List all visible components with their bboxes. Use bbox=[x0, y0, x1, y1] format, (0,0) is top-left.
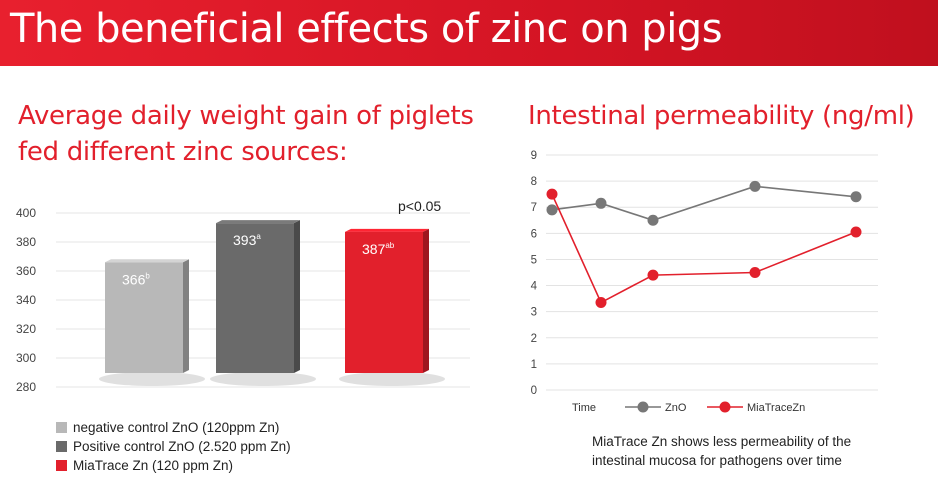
bar bbox=[216, 223, 294, 373]
bar-chart-legend: negative control ZnO (120ppm Zn) Positiv… bbox=[56, 418, 291, 475]
legend-label-miatrace: MiaTrace Zn (120 ppm Zn) bbox=[73, 458, 234, 473]
bar-y-tick-label: 340 bbox=[16, 293, 36, 307]
conclusion-note-line-1: MiaTrace Zn shows less permeability of t… bbox=[592, 434, 852, 449]
bar bbox=[345, 231, 423, 373]
bar-shadow bbox=[339, 372, 445, 386]
bar-data-label: 366b bbox=[122, 271, 150, 287]
legend-item-positive-control: Positive control ZnO (2.520 ppm Zn) bbox=[56, 437, 291, 456]
bar-data-label-superscript: a bbox=[256, 232, 261, 241]
zno-data-point bbox=[850, 191, 862, 203]
line-chart: 0 1 2 3 4 5 6 7 8 9 Time ZnO MiaTraceZn bbox=[531, 150, 878, 414]
line-x-axis-label: Time bbox=[572, 402, 596, 414]
bar-y-tick-label: 360 bbox=[16, 264, 36, 278]
line-y-tick-label: 7 bbox=[531, 202, 537, 214]
bar-data-label: 393a bbox=[233, 232, 261, 248]
bar-y-tick-label: 280 bbox=[16, 380, 36, 394]
bar bbox=[105, 262, 183, 373]
legend-label-zno: ZnO bbox=[665, 402, 687, 414]
legend-item-miatrace: MiaTrace Zn (120 ppm Zn) bbox=[56, 456, 291, 475]
bar-shadow bbox=[99, 372, 205, 386]
bar-shadow bbox=[210, 372, 316, 386]
zno-data-point bbox=[546, 204, 558, 216]
miatrace-data-point bbox=[546, 188, 558, 200]
line-y-tick-label: 6 bbox=[531, 228, 537, 240]
miatrace-series-line bbox=[551, 193, 857, 304]
legend-swatch-miatrace bbox=[56, 460, 67, 471]
bar-chart-title: Average daily weight gain of piglets fed… bbox=[18, 101, 474, 167]
legend-marker-zno bbox=[637, 401, 649, 413]
bar-y-tick-label: 380 bbox=[16, 235, 36, 249]
line-y-tick-label: 8 bbox=[531, 176, 537, 188]
bar-side bbox=[423, 228, 429, 373]
miatrace-data-point bbox=[749, 267, 761, 278]
zno-data-point bbox=[749, 180, 761, 192]
bar-y-tick-label: 300 bbox=[16, 351, 36, 365]
bar-top bbox=[216, 220, 300, 224]
miatrace-data-point bbox=[647, 269, 659, 281]
bar-y-tick-label: 320 bbox=[16, 322, 36, 336]
zno-data-point bbox=[595, 197, 607, 209]
miatrace-data-point bbox=[595, 297, 607, 309]
line-chart-title: Intestinal permeability (ng/ml) bbox=[528, 101, 915, 131]
legend-item-negative-control: negative control ZnO (120ppm Zn) bbox=[56, 418, 291, 437]
line-y-tick-label: 5 bbox=[531, 254, 537, 266]
miatrace-data-point bbox=[850, 226, 862, 238]
bar-side bbox=[294, 220, 300, 373]
conclusion-note: MiaTrace Zn shows less permeability of t… bbox=[592, 432, 892, 470]
line-y-tick-label: 4 bbox=[531, 281, 538, 293]
line-y-tick-label: 9 bbox=[531, 150, 537, 162]
legend-swatch-positive-control bbox=[56, 441, 67, 452]
line-y-tick-label: 1 bbox=[531, 359, 537, 371]
conclusion-note-line-2: intestinal mucosa for pathogens over tim… bbox=[592, 453, 842, 468]
legend-swatch-negative-control bbox=[56, 422, 67, 433]
legend-label-positive-control: Positive control ZnO (2.520 ppm Zn) bbox=[73, 439, 291, 454]
line-y-tick-label: 2 bbox=[531, 333, 537, 345]
bar-y-tick-label: 400 bbox=[16, 206, 36, 220]
bar-top bbox=[105, 259, 189, 263]
significance-annotation: p<0.05 bbox=[398, 198, 441, 214]
legend-marker-miatrace bbox=[719, 401, 731, 413]
line-y-tick-label: 3 bbox=[531, 307, 537, 319]
legend-label-negative-control: negative control ZnO (120ppm Zn) bbox=[73, 420, 280, 435]
bar-side bbox=[183, 259, 189, 373]
zno-data-point bbox=[647, 214, 659, 226]
legend-label-miatrace: MiaTraceZn bbox=[747, 402, 805, 414]
bar-top bbox=[345, 228, 429, 232]
line-y-tick-label: 0 bbox=[531, 385, 537, 397]
bar-data-label-superscript: ab bbox=[385, 241, 394, 250]
header-banner: The beneficial effects of zinc on pigs bbox=[0, 0, 938, 66]
bar-data-label-superscript: b bbox=[145, 271, 150, 280]
page-title: The beneficial effects of zinc on pigs bbox=[10, 6, 723, 52]
